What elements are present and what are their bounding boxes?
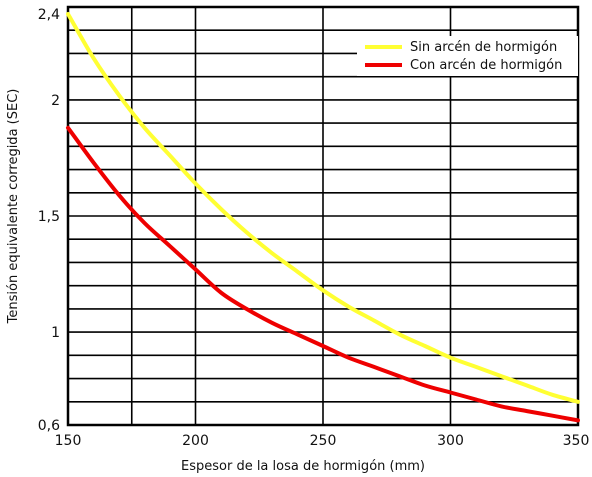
y-tick-label: 1 (51, 325, 60, 341)
legend: Sin arcén de hormigón Con arcén de hormig… (357, 36, 578, 76)
y-tick-label: 1,5 (38, 209, 60, 225)
legend-box (357, 36, 578, 76)
y-tick-label: 0,6 (38, 418, 60, 434)
x-tick-label: 150 (55, 433, 82, 449)
x-tick-label: 300 (437, 433, 464, 449)
y-tick-label: 2,4 (38, 7, 60, 23)
series-layer (66, 12, 580, 423)
x-tick-labels: 150 200 250 300 350 (55, 433, 590, 449)
plot-frame (66, 5, 580, 427)
y-tick-labels: 0,6 1 1,5 2 2,4 (38, 7, 60, 434)
y-tick-label: 2 (51, 93, 60, 109)
x-axis-title: Espesor de la losa de hormigón (mm) (181, 459, 425, 474)
grid (68, 7, 578, 425)
y-axis-title: Tensión equivalente corregida (SEC) (6, 89, 21, 325)
legend-label-2: Con arcén de hormigón (410, 58, 562, 73)
x-tick-label: 250 (310, 433, 337, 449)
legend-label-1: Sin arcén de hormigón (410, 40, 557, 55)
series-line-1 (66, 12, 580, 404)
x-tick-label: 200 (182, 433, 209, 449)
x-tick-label: 350 (563, 433, 590, 449)
series-line-2 (66, 125, 580, 423)
